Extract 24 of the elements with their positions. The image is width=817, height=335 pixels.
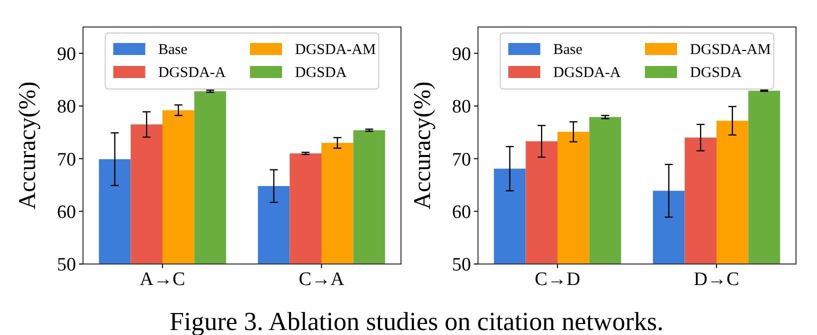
y-tick-label: 90 bbox=[57, 44, 76, 65]
legend-label: DGSDA-A bbox=[158, 65, 226, 81]
legend-label: DGSDA-AM bbox=[295, 42, 376, 58]
x-tick-label: A→C bbox=[140, 269, 186, 290]
legend-label: Base bbox=[158, 42, 188, 58]
x-tick-label: C→D bbox=[534, 269, 580, 290]
y-tick-label: 50 bbox=[57, 254, 76, 276]
y-tick-label: 60 bbox=[452, 202, 471, 223]
legend-label: DGSDA-A bbox=[553, 65, 621, 81]
legend-label: DGSDA bbox=[295, 65, 347, 81]
legend-label: Base bbox=[553, 42, 583, 58]
legend-label: DGSDA-AM bbox=[690, 42, 771, 58]
y-tick-label: 70 bbox=[452, 149, 471, 170]
legend-label: DGSDA bbox=[690, 65, 742, 81]
y-axis-title: Accuracy(%) bbox=[15, 82, 41, 210]
y-tick-label: 60 bbox=[57, 202, 76, 223]
y-tick-label: 90 bbox=[452, 44, 471, 65]
y-tick-label: 80 bbox=[57, 96, 76, 118]
x-tick-label: D→C bbox=[694, 269, 740, 290]
y-tick-label: 70 bbox=[57, 149, 76, 170]
y-tick-label: 80 bbox=[452, 96, 471, 118]
y-tick-label: 50 bbox=[452, 254, 471, 276]
y-axis-title: Accuracy(%) bbox=[410, 82, 436, 210]
x-tick-label: C→A bbox=[298, 269, 344, 290]
